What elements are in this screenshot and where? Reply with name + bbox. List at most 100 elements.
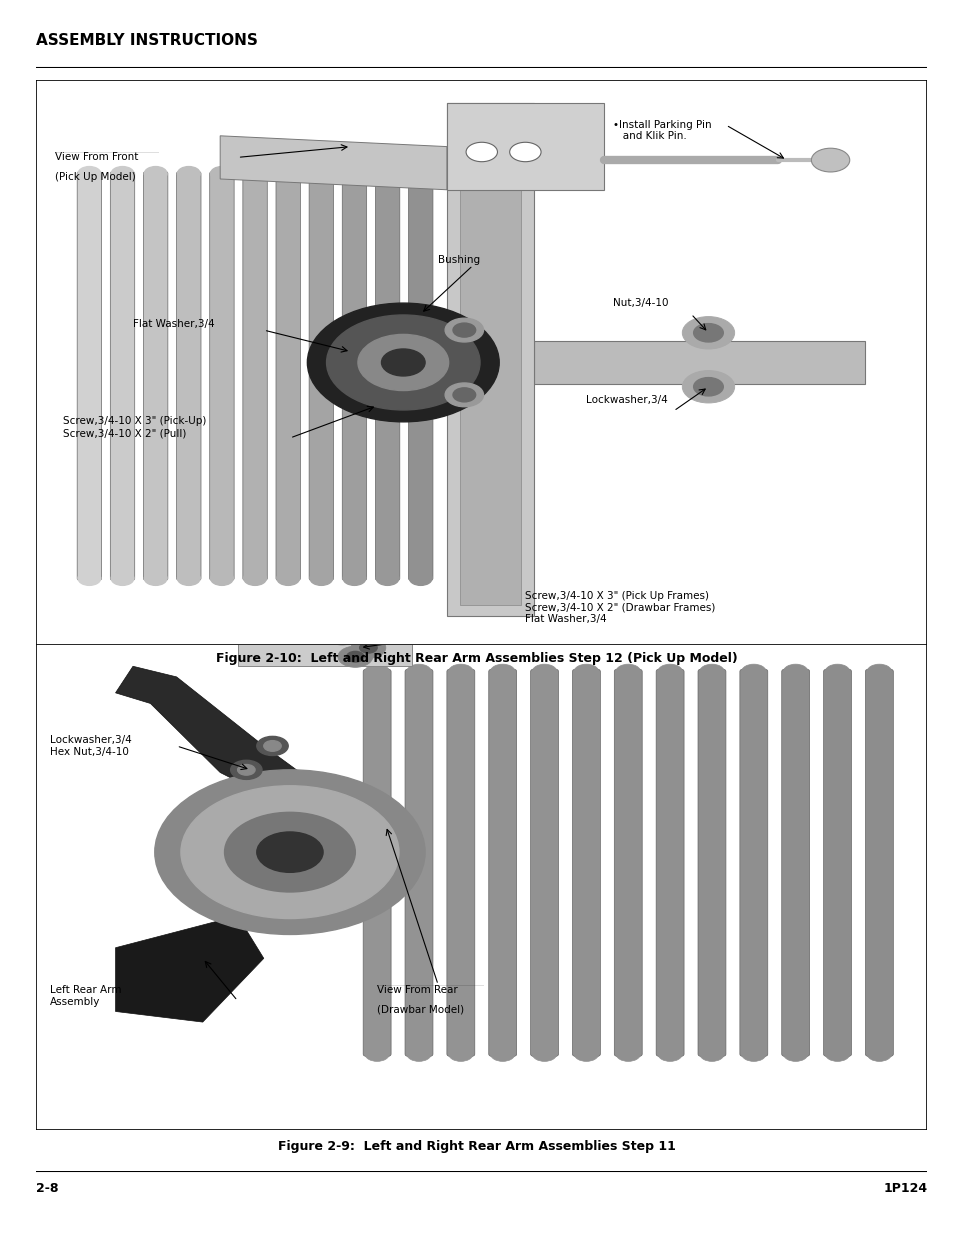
Circle shape bbox=[616, 1046, 639, 1061]
FancyBboxPatch shape bbox=[614, 669, 641, 1057]
Circle shape bbox=[231, 761, 262, 779]
Circle shape bbox=[276, 572, 299, 585]
Circle shape bbox=[490, 664, 515, 679]
FancyBboxPatch shape bbox=[363, 669, 391, 1057]
Polygon shape bbox=[220, 136, 446, 190]
Circle shape bbox=[78, 167, 101, 180]
Circle shape bbox=[782, 664, 807, 679]
FancyBboxPatch shape bbox=[405, 669, 433, 1057]
FancyBboxPatch shape bbox=[243, 172, 267, 580]
FancyBboxPatch shape bbox=[656, 669, 683, 1057]
Circle shape bbox=[381, 350, 425, 375]
Circle shape bbox=[343, 167, 365, 180]
Text: (Drawbar Model): (Drawbar Model) bbox=[376, 1005, 464, 1015]
Circle shape bbox=[211, 167, 233, 180]
Circle shape bbox=[224, 813, 355, 892]
Circle shape bbox=[453, 324, 476, 337]
FancyBboxPatch shape bbox=[176, 172, 201, 580]
Polygon shape bbox=[237, 608, 412, 667]
Circle shape bbox=[375, 167, 398, 180]
FancyBboxPatch shape bbox=[111, 172, 134, 580]
FancyBboxPatch shape bbox=[342, 172, 366, 580]
Circle shape bbox=[740, 1046, 765, 1061]
Circle shape bbox=[574, 1046, 598, 1061]
Circle shape bbox=[409, 167, 432, 180]
Circle shape bbox=[365, 1046, 389, 1061]
Circle shape bbox=[406, 664, 431, 679]
Circle shape bbox=[616, 664, 639, 679]
Text: Screw,3/4-10 X 3" (Pick Up Frames)
Screw,3/4-10 X 2" (Drawbar Frames)
Flat Washe: Screw,3/4-10 X 3" (Pick Up Frames) Screw… bbox=[525, 590, 715, 624]
FancyBboxPatch shape bbox=[740, 669, 767, 1057]
Circle shape bbox=[211, 572, 233, 585]
Circle shape bbox=[824, 664, 849, 679]
Text: Lockwasher,3/4
Hex Nut,3/4-10: Lockwasher,3/4 Hex Nut,3/4-10 bbox=[51, 735, 132, 757]
Circle shape bbox=[448, 664, 473, 679]
Circle shape bbox=[375, 572, 398, 585]
Circle shape bbox=[326, 315, 479, 410]
Circle shape bbox=[351, 637, 385, 658]
Circle shape bbox=[243, 167, 266, 180]
Circle shape bbox=[310, 572, 333, 585]
Text: Figure 2-10:  Left and Right Rear Arm Assemblies Step 12 (Pick Up Model): Figure 2-10: Left and Right Rear Arm Ass… bbox=[216, 652, 737, 666]
Circle shape bbox=[263, 741, 281, 751]
FancyBboxPatch shape bbox=[143, 172, 168, 580]
Circle shape bbox=[337, 646, 373, 667]
FancyBboxPatch shape bbox=[77, 172, 101, 580]
Circle shape bbox=[532, 1046, 557, 1061]
FancyBboxPatch shape bbox=[822, 669, 851, 1057]
Bar bbox=[459, 120, 520, 605]
Circle shape bbox=[177, 167, 200, 180]
FancyBboxPatch shape bbox=[572, 669, 599, 1057]
Circle shape bbox=[154, 769, 425, 935]
Bar bbox=[446, 104, 534, 616]
Circle shape bbox=[681, 370, 734, 403]
Text: Left Rear Arm
Assembly: Left Rear Arm Assembly bbox=[51, 986, 122, 1007]
Text: Screw,3/4-10 X 3" (Pick-Up)
Screw,3/4-10 X 2" (Pull): Screw,3/4-10 X 3" (Pick-Up) Screw,3/4-10… bbox=[63, 416, 207, 438]
FancyBboxPatch shape bbox=[375, 172, 399, 580]
FancyBboxPatch shape bbox=[781, 669, 809, 1057]
Bar bbox=[446, 104, 603, 190]
Circle shape bbox=[448, 1046, 473, 1061]
Circle shape bbox=[699, 1046, 723, 1061]
Circle shape bbox=[181, 785, 398, 919]
Text: Nut,3/4-10: Nut,3/4-10 bbox=[612, 298, 667, 308]
Circle shape bbox=[740, 664, 765, 679]
Circle shape bbox=[78, 572, 101, 585]
Circle shape bbox=[490, 1046, 515, 1061]
Circle shape bbox=[237, 764, 254, 776]
Text: View From Rear: View From Rear bbox=[376, 986, 457, 995]
Text: Bushing: Bushing bbox=[437, 254, 479, 264]
Circle shape bbox=[243, 572, 266, 585]
Text: Flat Washer,3/4: Flat Washer,3/4 bbox=[132, 320, 214, 330]
Text: Figure 2-9:  Left and Right Rear Arm Assemblies Step 11: Figure 2-9: Left and Right Rear Arm Asse… bbox=[277, 1140, 676, 1153]
Circle shape bbox=[310, 167, 333, 180]
Circle shape bbox=[357, 335, 448, 390]
Circle shape bbox=[365, 664, 389, 679]
Bar bbox=[534, 341, 864, 384]
Circle shape bbox=[256, 736, 288, 756]
Circle shape bbox=[409, 572, 432, 585]
Circle shape bbox=[112, 167, 133, 180]
Circle shape bbox=[276, 167, 299, 180]
Text: (Pick Up Model): (Pick Up Model) bbox=[54, 172, 135, 182]
FancyBboxPatch shape bbox=[698, 669, 725, 1057]
Circle shape bbox=[346, 651, 364, 662]
Circle shape bbox=[307, 303, 498, 422]
Circle shape bbox=[466, 142, 497, 162]
Circle shape bbox=[144, 572, 167, 585]
Circle shape bbox=[574, 664, 598, 679]
Circle shape bbox=[334, 629, 351, 640]
Circle shape bbox=[256, 832, 323, 872]
Circle shape bbox=[866, 1046, 891, 1061]
Circle shape bbox=[658, 664, 681, 679]
Circle shape bbox=[112, 572, 133, 585]
Circle shape bbox=[343, 572, 365, 585]
Circle shape bbox=[406, 1046, 431, 1061]
Text: Lockwasher,3/4: Lockwasher,3/4 bbox=[586, 395, 667, 405]
Circle shape bbox=[693, 378, 722, 396]
Circle shape bbox=[445, 319, 483, 342]
Circle shape bbox=[453, 388, 476, 401]
Circle shape bbox=[693, 324, 722, 342]
Polygon shape bbox=[115, 667, 307, 799]
Circle shape bbox=[324, 624, 359, 645]
